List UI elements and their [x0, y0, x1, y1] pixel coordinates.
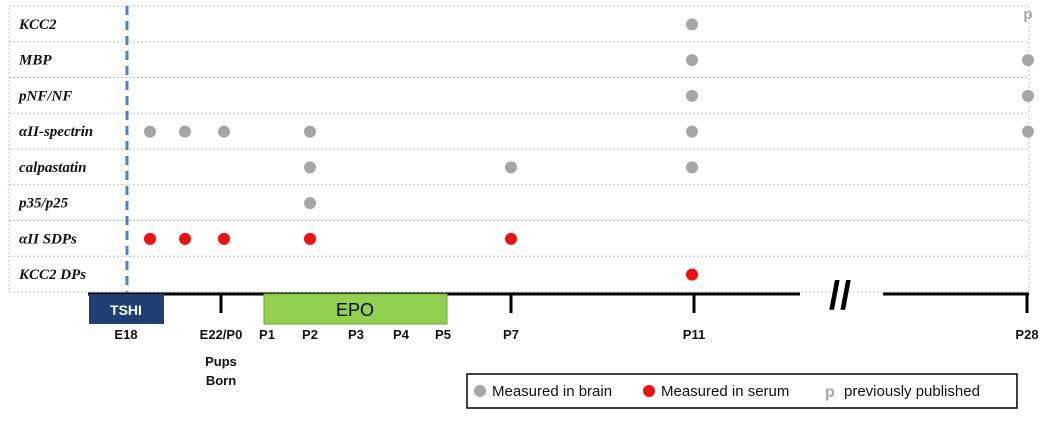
brain-dot-pnf-nf-p11	[686, 89, 698, 102]
epo-box	[263, 293, 448, 325]
tick-label-p11: P11	[683, 327, 705, 342]
brain-dot-mbp-p28	[1022, 54, 1034, 67]
tick-label-p5: P5	[435, 327, 451, 342]
brain-dot-ii-spectrin-p2	[304, 125, 316, 138]
sublabel-born: Born	[206, 373, 236, 388]
serum-dot-ii-sdps-e20	[179, 232, 191, 245]
tick-label-p7: P7	[503, 327, 519, 342]
serum-dot-ii-sdps-p7	[505, 232, 517, 245]
brain-dot-ii-spectrin-p11	[686, 125, 698, 138]
brain-dot-kcc2-p11	[686, 18, 698, 31]
serum-dot-ii-sdps-p2	[304, 232, 316, 245]
row-label-ii-spectrin: αII-spectrin	[19, 124, 93, 140]
row-label-calpastatin: calpastatin	[19, 160, 87, 176]
brain-dot-p35-p25-p2	[304, 197, 316, 210]
legend-box	[466, 373, 1018, 409]
legend: Measured in brain Measured in serum p pr…	[466, 373, 1018, 409]
tick-label-p4: P4	[393, 327, 410, 342]
legend-serum-dot	[643, 385, 655, 397]
tick-label-e18: E18	[114, 327, 137, 342]
legend-serum-label: Measured in serum	[661, 383, 789, 400]
brain-dot-ii-spectrin-e22-p0	[218, 125, 230, 138]
legend-brain-dot	[474, 385, 486, 397]
legend-brain-label: Measured in brain	[492, 383, 612, 400]
row-grid	[9, 41, 1029, 257]
legend-published-label: previously published	[844, 383, 980, 400]
brain-dot-pnf-nf-p28	[1022, 89, 1034, 102]
axis-ticks: E18 E22/P0 P1 P2 P3 P4 P5 P7 P11 P28	[114, 294, 1039, 342]
timeline-axis: E18 E22/P0 P1 P2 P3 P4 P5 P7 P11 P28 TSHI EPO // …	[88, 274, 1039, 388]
legend-published-symbol: p	[825, 384, 835, 401]
serum-dot-ii-sdps-e18	[144, 232, 156, 245]
serum-dot-kcc2-dps-p11	[686, 268, 698, 281]
row-label-pnf-nf: pNF/NF	[17, 88, 72, 104]
row-label-kcc2: KCC2	[18, 17, 57, 33]
row-label-mbp: MBP	[18, 53, 52, 69]
axis-break-mark: //	[829, 274, 851, 318]
row-label-ii-sdps: αII SDPs	[19, 231, 77, 247]
brain-dot-calpastatin-p7	[505, 161, 517, 174]
brain-dot-mbp-p11	[686, 54, 698, 67]
brain-dot-calpastatin-p11	[686, 161, 698, 174]
tshi-label: TSHI	[110, 302, 142, 318]
serum-dot-ii-sdps-e22-p0	[218, 232, 230, 245]
brain-dot-ii-spectrin-e20	[179, 125, 191, 138]
tick-label-e22-p0: E22/P0	[200, 327, 243, 342]
tshi-box	[89, 294, 164, 324]
row-label-kcc2-dps: KCC2 DPs	[18, 267, 86, 283]
tick-label-p2: P2	[302, 327, 318, 342]
row-labels: KCC2 MBP pNF/NF αII-spectrin calpastatin p35/…	[17, 17, 93, 283]
tick-label-p1: P1	[259, 327, 275, 342]
published-mark-kcc2: p	[1023, 6, 1032, 23]
epo-label: EPO	[336, 300, 374, 320]
row-label-p35-p25: p35/p25	[17, 196, 69, 212]
tick-label-p3: P3	[348, 327, 364, 342]
measurement-dots: p	[144, 6, 1034, 281]
tick-label-p28: P28	[1015, 327, 1038, 342]
brain-dot-ii-spectrin-p28	[1022, 125, 1034, 138]
sublabel-pups: Pups	[205, 354, 237, 369]
brain-dot-calpastatin-p2	[304, 161, 316, 174]
brain-dot-ii-spectrin-e18	[144, 125, 156, 138]
